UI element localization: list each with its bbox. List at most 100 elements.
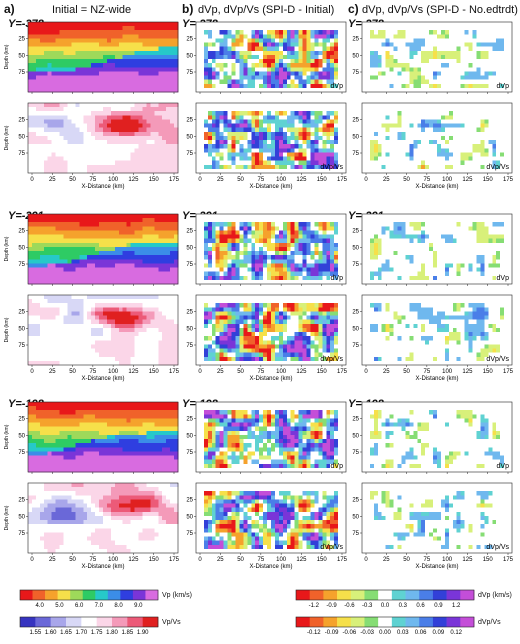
- x-axis-label: X-Distance (km): [249, 184, 292, 190]
- depth-tick-label: 25: [186, 229, 193, 235]
- x-tick-label: 175: [169, 177, 180, 183]
- x-tick-label: 50: [69, 369, 76, 375]
- colorbar-tick-label: -0.09: [325, 630, 339, 636]
- depth-tick-label: 25: [18, 498, 25, 504]
- panel-dvpvs: 25 50 75 0 25 50 75 100 125 150 175 X-Distance (km)…: [186, 102, 348, 190]
- x-tick-label: 175: [503, 177, 514, 183]
- panel-dvp: 25 50 75 dVp: [186, 213, 347, 286]
- x-tick-label: 75: [424, 177, 431, 183]
- colorbar-tick-label: -0.3: [362, 603, 373, 609]
- depth-tick-label: 75: [18, 450, 25, 456]
- colorbar-tick-label: -0.03: [360, 630, 374, 636]
- x-tick-label: 25: [49, 177, 56, 183]
- vpvs-colorbar-label: Vp/Vs: [162, 619, 181, 626]
- colorbar-tick-label: 1.2: [452, 603, 461, 609]
- depth-tick-label: 75: [18, 262, 25, 268]
- colorbar-tick-label: 1.70: [75, 630, 87, 636]
- depth-tick-label: 50: [186, 245, 193, 251]
- panel-vpvs: 25 50 75 Depth (km) 0 25 50 75 100 125 150 175 X-Dis…: [4, 294, 180, 382]
- depth-tick-label: 50: [186, 326, 193, 332]
- x-tick-label: 75: [90, 177, 97, 183]
- depth-tick-label: 50: [18, 433, 25, 439]
- x-tick-label: 175: [169, 557, 180, 563]
- panel-vp: 25 50 75 Depth (km): [4, 213, 179, 286]
- colorbar-tick-label: -0.6: [344, 603, 355, 609]
- x-tick-label: 25: [217, 177, 224, 183]
- colorbar-tick-label: 1.85: [121, 630, 133, 636]
- depth-tick-label: 50: [186, 433, 193, 439]
- x-tick-label: 100: [108, 177, 119, 183]
- x-tick-label: 100: [276, 177, 287, 183]
- depth-tick-label: 75: [186, 151, 193, 157]
- x-tick-label: 0: [364, 557, 368, 563]
- x-tick-label: 100: [442, 557, 453, 563]
- colorbar-tick-label: -0.06: [343, 630, 357, 636]
- depth-tick-label: 75: [18, 70, 25, 76]
- x-tick-label: 150: [317, 369, 328, 375]
- x-tick-label: 125: [462, 369, 473, 375]
- colorbar-tick-label: 1.90: [137, 630, 149, 636]
- x-axis-label: X-Distance (km): [415, 184, 458, 190]
- dvp-colorbar-label: dVp (km/s): [478, 592, 512, 599]
- colorbar-tick-label: 1.80: [106, 630, 118, 636]
- x-tick-label: 75: [258, 369, 265, 375]
- depth-tick-label: 75: [186, 70, 193, 76]
- x-tick-label: 0: [30, 177, 34, 183]
- x-tick-label: 125: [296, 557, 307, 563]
- colorbar-tick-label: 1.60: [45, 630, 57, 636]
- x-tick-label: 75: [90, 369, 97, 375]
- x-tick-label: 125: [128, 177, 139, 183]
- x-tick-label: 100: [442, 369, 453, 375]
- panel-dvpvs: 25 50 75 0 25 50 75 100 125 150 175 X-Distance (km)…: [352, 294, 514, 382]
- x-tick-label: 175: [503, 369, 514, 375]
- x-tick-label: 150: [317, 177, 328, 183]
- x-tick-label: 150: [483, 369, 494, 375]
- depth-tick-label: 75: [186, 531, 193, 537]
- x-tick-label: 125: [462, 177, 473, 183]
- x-tick-label: 100: [108, 557, 119, 563]
- x-tick-label: 50: [403, 557, 410, 563]
- x-tick-label: 50: [403, 177, 410, 183]
- x-tick-label: 25: [217, 557, 224, 563]
- depth-tick-label: 50: [18, 53, 25, 59]
- depth-axis-label: Depth (km): [4, 236, 10, 261]
- depth-tick-label: 50: [18, 326, 25, 332]
- depth-tick-label: 50: [186, 134, 193, 140]
- x-tick-label: 0: [364, 369, 368, 375]
- vpvs-colorbar: 1.55 1.60 1.65 1.70 1.75 1.80 1.85 1.90: [19, 616, 159, 636]
- depth-tick-label: 25: [352, 229, 359, 235]
- depth-tick-label: 50: [352, 245, 359, 251]
- x-tick-label: 0: [198, 557, 202, 563]
- x-tick-label: 150: [149, 369, 160, 375]
- x-tick-label: 25: [383, 369, 390, 375]
- x-tick-label: 100: [108, 369, 119, 375]
- column-c-title: dVp, dVp/Vs (SPI-D - No.edtrdt): [362, 4, 518, 16]
- dvp-colorbar: -1.2 -0.9 -0.6 -0.3 0.0 0.3 0.6 0.9 1.2: [295, 589, 475, 609]
- x-tick-label: 75: [90, 557, 97, 563]
- depth-tick-label: 75: [352, 343, 359, 349]
- depth-tick-label: 25: [352, 498, 359, 504]
- x-tick-label: 50: [237, 177, 244, 183]
- depth-tick-label: 25: [186, 310, 193, 316]
- x-axis-label: X-Distance (km): [81, 564, 124, 570]
- dvpvs-colorbar: -0.12 -0.09 -0.06 -0.03 0.00 0.03 0.06 0.09 0.12: [295, 616, 475, 636]
- x-tick-label: 50: [69, 177, 76, 183]
- panel-dvpvs: 25 50 75 0 25 50 75 100 125 150 175 X-Distance (km)…: [186, 482, 348, 570]
- dvp-panel-tag: dVp: [497, 275, 510, 282]
- depth-tick-label: 75: [186, 262, 193, 268]
- x-tick-label: 50: [237, 369, 244, 375]
- dvpvs-panel-tag: dVp/Vs: [320, 356, 343, 363]
- depth-tick-label: 25: [18, 310, 25, 316]
- depth-tick-label: 50: [18, 514, 25, 520]
- vp-colorbar-label: Vp (km/s): [162, 592, 192, 599]
- x-axis-label: X-Distance (km): [249, 376, 292, 382]
- dvpvs-panel-tag: dVp/Vs: [486, 544, 509, 551]
- depth-tick-label: 75: [18, 343, 25, 349]
- x-axis-label: X-Distance (km): [81, 184, 124, 190]
- colorbar-tick-label: 1.55: [29, 630, 41, 636]
- depth-tick-label: 75: [352, 262, 359, 268]
- colorbar-tick-label: -0.9: [326, 603, 337, 609]
- depth-axis-label: Depth (km): [4, 505, 10, 530]
- colorbar-tick-label: 0.3: [399, 603, 408, 609]
